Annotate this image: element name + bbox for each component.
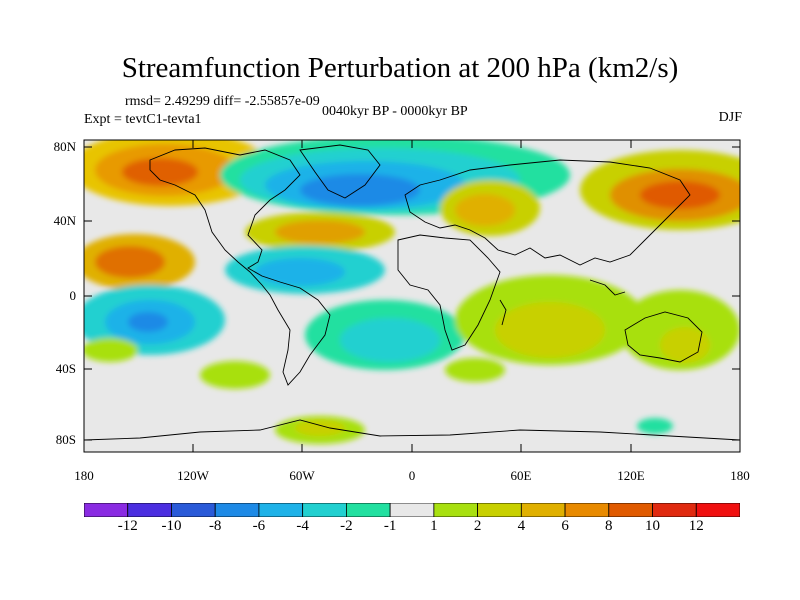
experiment-label: Expt = tevtC1-tevta1 — [84, 112, 202, 127]
lon-label-0: 0 — [408, 468, 416, 483]
colorbar-label: -2 — [340, 518, 353, 534]
lat-label-40s: 40S — [55, 361, 76, 376]
colorbar-label: -1 — [383, 518, 397, 534]
colorbar-label: 10 — [645, 518, 661, 534]
colorbar-label: 12 — [688, 518, 704, 534]
lon-label-180w: 180 — [74, 468, 94, 483]
lon-label-60w: 60W — [289, 468, 315, 483]
colorbar-swatch — [258, 503, 304, 517]
contour-catl-core — [275, 220, 365, 244]
contour-alaska-core — [122, 158, 198, 186]
colorbar-swatch — [84, 503, 129, 517]
axis-ticks — [84, 140, 740, 452]
colorbar-label: -8 — [208, 518, 222, 534]
contour-satl-core — [340, 318, 440, 362]
colorbar-swatch — [652, 503, 697, 517]
lon-label-60e: 60E — [510, 468, 532, 483]
colorbar-label: 2 — [473, 518, 482, 534]
colorbar-swatch — [564, 503, 610, 517]
lat-label-80s: 80S — [55, 432, 76, 447]
contour-so-3 — [445, 358, 505, 382]
period-label: 0040kyr BP - 0000kyr BP — [322, 104, 468, 119]
stats-text: rmsd= 2.49299 diff= -2.55857e-09 — [125, 94, 320, 109]
lon-label-120e: 120E — [617, 468, 645, 483]
lat-label-0: 0 — [69, 288, 77, 303]
lat-label-80n: 80N — [53, 139, 76, 154]
colorbar-label: -6 — [252, 518, 266, 534]
colorbar-label: 8 — [605, 518, 613, 534]
coast-americas — [149, 147, 331, 386]
colorbar-label: 6 — [561, 518, 569, 534]
lat-label-40n: 40N — [53, 213, 76, 228]
page-title: Streamfunction Perturbation at 200 hPa (… — [121, 52, 679, 84]
coast-antarctica — [84, 419, 740, 441]
colorbar-label: -10 — [161, 518, 182, 534]
lon-label-120w: 120W — [177, 468, 209, 483]
colorbar-label: -12 — [117, 518, 138, 534]
colorbar-swatch — [127, 503, 172, 517]
contour-natl-core — [300, 174, 420, 206]
colorbar-swatch — [520, 503, 566, 517]
contour-epac-core — [640, 181, 720, 209]
colorbar-swatch — [695, 503, 740, 517]
colorbar-label: 1 — [430, 518, 438, 534]
contour-spac-core — [128, 312, 168, 332]
contour-ind-core — [495, 302, 605, 358]
contour-ant-core — [295, 420, 345, 436]
contour-so-4 — [637, 418, 673, 434]
colorbar-label: 4 — [517, 518, 526, 534]
contour-so-1 — [200, 361, 270, 389]
colorbar-swatch — [214, 503, 260, 517]
coast-eurasia — [404, 159, 691, 266]
coast-indonesia — [589, 279, 626, 296]
colorbar-swatch — [345, 503, 391, 517]
coast-greenland — [299, 144, 381, 199]
coast-madagascar — [499, 299, 507, 326]
coastlines — [84, 144, 740, 441]
coast-australia — [624, 311, 703, 363]
colorbar-label: -4 — [296, 518, 309, 534]
colorbar-swatch — [302, 503, 347, 517]
colorbar-swatch — [171, 503, 216, 517]
contour-aus-core — [660, 327, 710, 363]
colorbar-swatch — [608, 503, 653, 517]
contour-asia-core — [455, 194, 515, 226]
coast-africa — [397, 234, 501, 351]
contour-so-2 — [84, 338, 138, 362]
season-label: DJF — [718, 110, 742, 125]
contour-tatl-core — [255, 258, 345, 286]
contour-stpac-core — [95, 246, 165, 278]
colorbar-swatch — [433, 503, 479, 517]
colorbar-swatch — [389, 503, 435, 517]
colorbar-swatch — [477, 503, 522, 517]
colorbar — [84, 503, 740, 517]
lon-label-180e: 180 — [730, 468, 750, 483]
